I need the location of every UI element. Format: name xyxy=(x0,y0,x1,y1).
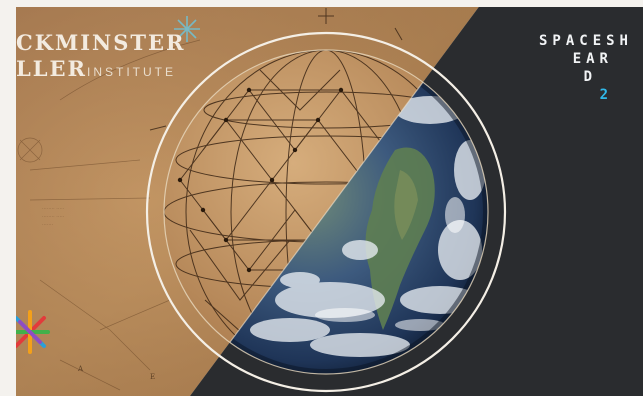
svg-text:········ ·····: ········ ····· xyxy=(42,214,65,220)
title-line3: D xyxy=(583,69,597,85)
frame-edge-left xyxy=(0,0,16,396)
brand-line2-light: INSTITUTE xyxy=(87,65,176,79)
title-line2: EAR xyxy=(572,51,613,67)
svg-text:········ ·····: ········ ····· xyxy=(42,206,65,212)
brand-line2: LLERINSTITUTE xyxy=(16,56,185,85)
outer-ring xyxy=(145,31,507,393)
brand-logo: CKMINSTER LLERINSTITUTE xyxy=(16,30,185,85)
compass-marks xyxy=(149,8,403,131)
brand-line1: CKMINSTER xyxy=(16,30,186,55)
frame-edge-top xyxy=(0,0,643,7)
svg-text:E: E xyxy=(150,373,155,381)
starburst-icon xyxy=(174,16,200,42)
geodesic-sphere-drawing xyxy=(164,50,488,374)
title-line1: SPACESH xyxy=(538,33,633,49)
color-star-logo-icon xyxy=(10,310,50,354)
svg-text:A: A xyxy=(77,365,84,373)
poster-title: SPACESH EAR D 2 xyxy=(483,32,643,104)
title-line4: 2 xyxy=(599,87,613,103)
svg-text:·······: ······· xyxy=(42,222,54,228)
sphere-outline xyxy=(163,49,489,375)
brand-line2-bold: LLER xyxy=(16,56,87,81)
